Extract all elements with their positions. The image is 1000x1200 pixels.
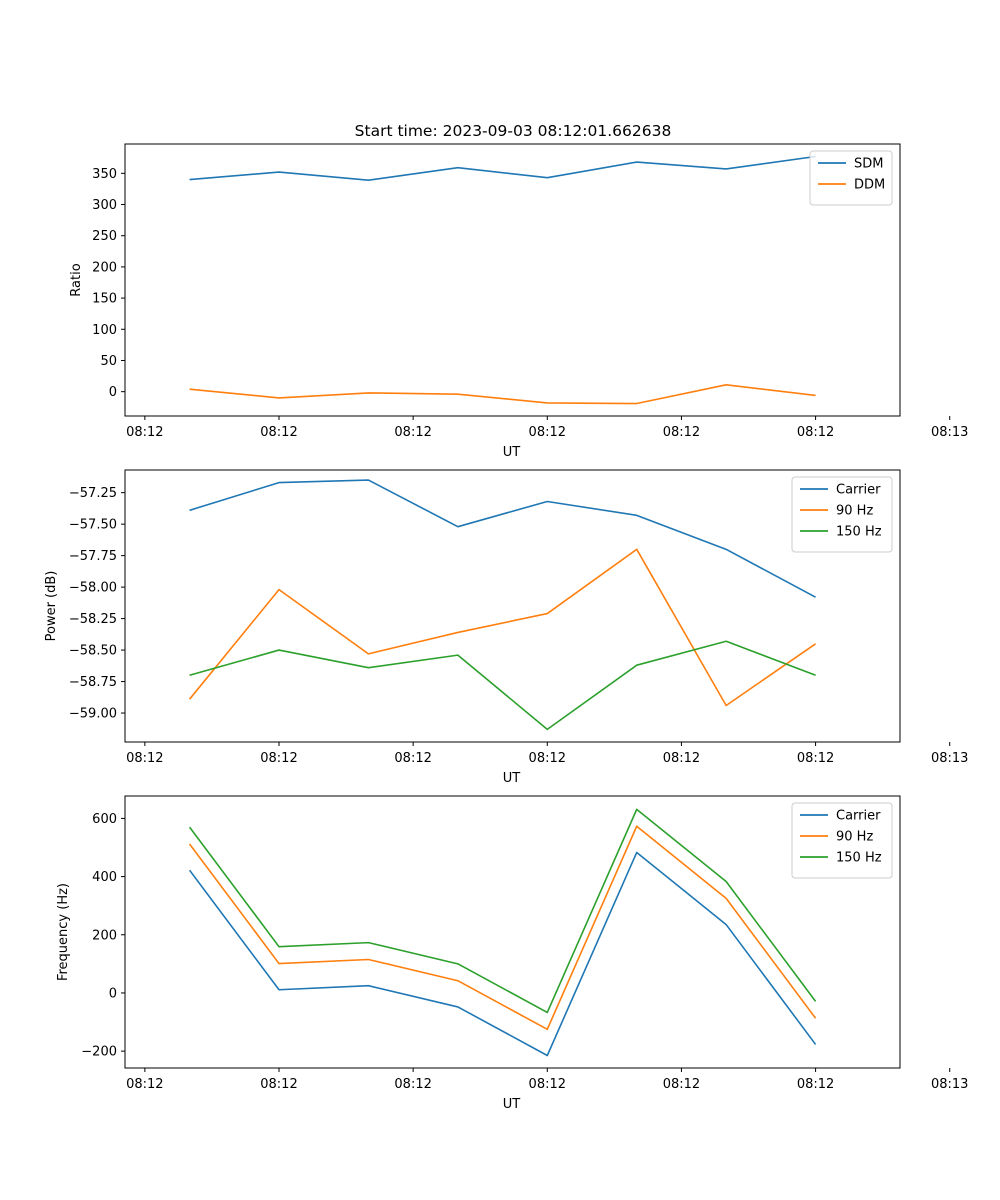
legend-label: 90 Hz: [836, 830, 873, 845]
figure-title: Start time: 2023-09-03 08:12:01.662638: [355, 122, 672, 140]
legend-label: 150 Hz: [836, 525, 882, 540]
y-tick-label: −59.00: [69, 707, 117, 722]
x-tick-label: 08:12: [394, 751, 431, 766]
chart-panel-1: 08:12 08:12 08:12 08:12 08:12 08:12 08:13 0 50 10…: [69, 143, 968, 460]
legend-frame: [791, 802, 893, 879]
x-tick-label: 08:12: [260, 1077, 297, 1092]
x-tick-label: 08:12: [260, 425, 297, 440]
series-line-carrier: [189, 479, 816, 598]
legend-label: 150 Hz: [836, 851, 882, 866]
y-tick-label: 400: [92, 870, 117, 885]
y-tick-label: −57.25: [69, 486, 117, 501]
x-tick-label: 08:12: [663, 1077, 700, 1092]
x-tick-label: 08:12: [260, 751, 297, 766]
y-tick-label: −58.25: [69, 612, 117, 627]
x-tick-label: 08:12: [797, 751, 834, 766]
x-tick-label: 08:12: [126, 1077, 163, 1092]
x-tick-label: 08:13: [931, 751, 968, 766]
y-tick-label: −58.75: [69, 675, 117, 690]
y-tick-label: −58.50: [69, 644, 117, 659]
y-tick-label: 600: [92, 812, 117, 827]
x-tick-label: 08:12: [797, 425, 834, 440]
chart-panel-3: 08:12 08:12 08:12 08:12 08:12 08:12 08:13 −200 0…: [56, 795, 968, 1112]
x-tick-label: 08:12: [797, 1077, 834, 1092]
legend-label: Carrier: [836, 483, 881, 498]
y-tick-label: 350: [92, 167, 117, 182]
x-tick-label: 08:12: [126, 751, 163, 766]
legend-label: Carrier: [836, 809, 881, 824]
y-axis-label: Power (dB): [44, 571, 59, 642]
y-tick-label: 200: [92, 928, 117, 943]
y-tick-label: 100: [92, 323, 117, 338]
x-axis-label: UT: [503, 771, 521, 786]
x-tick-label: 08:12: [529, 751, 566, 766]
legend-frame: [791, 476, 893, 553]
series-line-90-hz: [188, 548, 817, 707]
legend: SDM DDM: [809, 150, 893, 206]
x-axis-label: UT: [503, 1097, 521, 1112]
chart-panel-2: 08:12 08:12 08:12 08:12 08:12 08:12 08:13 −59.0…: [44, 469, 968, 786]
panels: 08:12 08:12 08:12 08:12 08:12 08:12 08:13 0 50 10…: [44, 143, 968, 1112]
legend-label: 90 Hz: [836, 504, 873, 519]
x-tick-label: 08:12: [663, 751, 700, 766]
y-tick-label: 200: [92, 260, 117, 275]
x-tick-label: 08:12: [394, 1077, 431, 1092]
series-line-150-hz: [189, 640, 816, 731]
y-tick-label: 0: [109, 986, 117, 1001]
y-tick-label: 0: [109, 385, 117, 400]
series-line-ddm: [189, 384, 816, 405]
y-tick-label: 50: [100, 354, 117, 369]
y-axis-label: Ratio: [69, 263, 84, 296]
plot-frame: [124, 143, 901, 417]
x-tick-label: 08:12: [126, 425, 163, 440]
legend: Carrier 90 Hz 150 Hz: [791, 802, 893, 879]
plot-frame: [124, 795, 901, 1069]
y-tick-label: −57.75: [69, 549, 117, 564]
series-line-90-hz: [188, 825, 817, 1031]
legend-label: DDM: [854, 178, 885, 193]
y-axis-label: Frequency (Hz): [56, 883, 71, 981]
y-tick-label: 150: [92, 292, 117, 307]
legend: Carrier 90 Hz 150 Hz: [791, 476, 893, 553]
y-tick-label: −200: [81, 1045, 117, 1060]
series-line-150-hz: [188, 808, 817, 1014]
x-tick-label: 08:12: [663, 425, 700, 440]
series-line-sdm: [189, 155, 816, 181]
y-tick-label: −58.00: [69, 581, 117, 596]
y-tick-label: −57.50: [69, 518, 117, 533]
y-tick-label: 250: [92, 229, 117, 244]
x-tick-label: 08:12: [394, 425, 431, 440]
plot-frame: [124, 469, 901, 743]
x-tick-label: 08:13: [931, 1077, 968, 1092]
series-line-carrier: [188, 851, 817, 1057]
x-axis-label: UT: [503, 445, 521, 460]
x-tick-label: 08:12: [529, 425, 566, 440]
y-tick-label: 300: [92, 198, 117, 213]
legend-label: SDM: [854, 157, 883, 172]
legend-frame: [809, 150, 893, 206]
x-tick-label: 08:13: [931, 425, 968, 440]
x-tick-label: 08:12: [529, 1077, 566, 1092]
